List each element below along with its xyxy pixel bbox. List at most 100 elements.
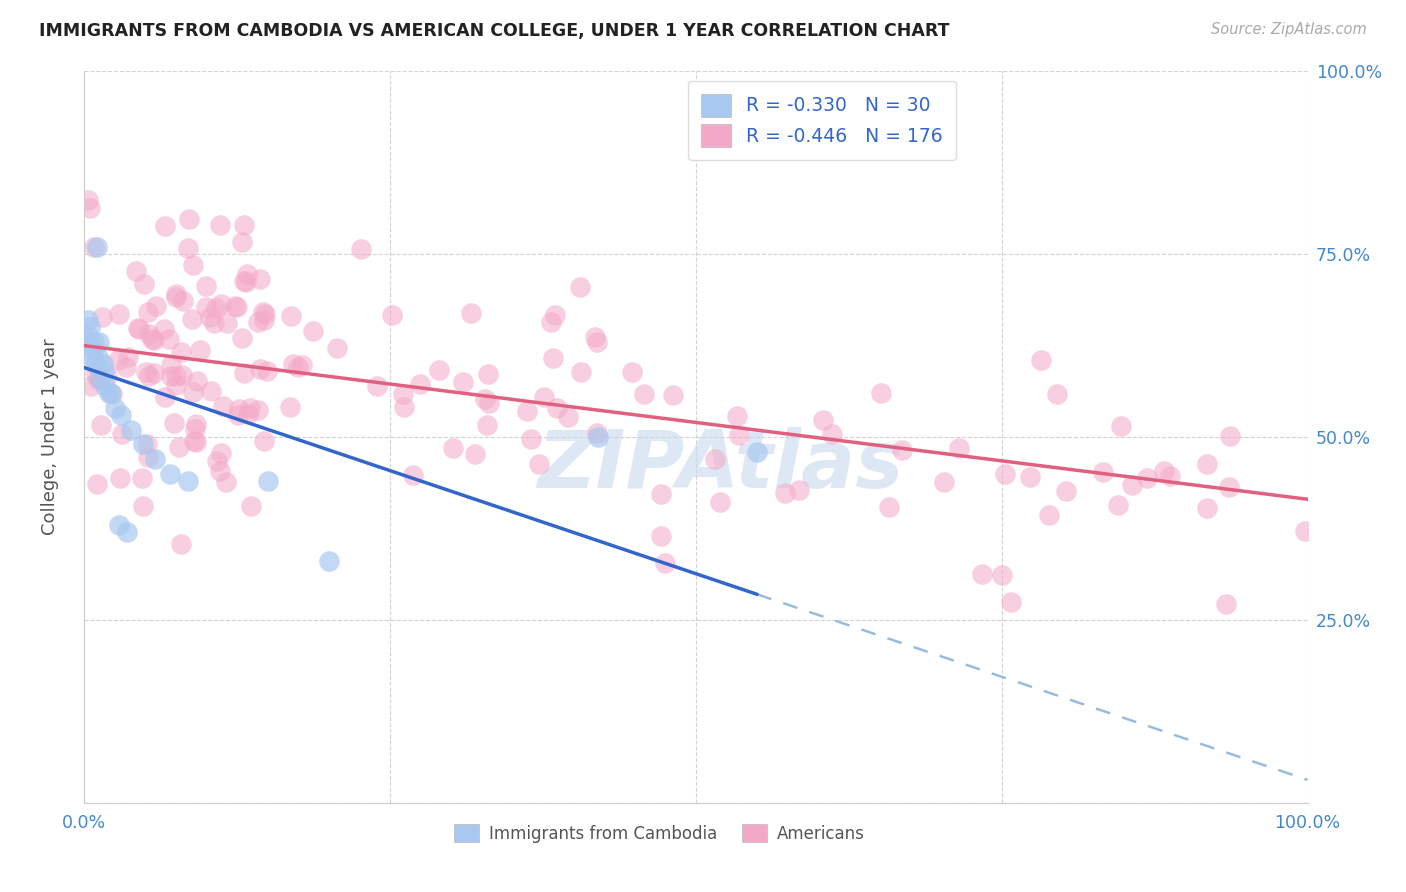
Point bbox=[87, 334, 110, 349]
Point bbox=[209, 446, 232, 460]
Point bbox=[195, 301, 218, 315]
Point bbox=[1159, 469, 1181, 483]
Point bbox=[111, 427, 134, 442]
Point bbox=[1091, 465, 1114, 479]
Point bbox=[1121, 478, 1143, 492]
Point bbox=[586, 334, 609, 349]
Point bbox=[136, 305, 159, 319]
Point bbox=[811, 412, 834, 426]
Point bbox=[366, 379, 388, 393]
Point bbox=[138, 450, 160, 465]
Point bbox=[235, 275, 257, 289]
Point bbox=[89, 371, 111, 385]
Point bbox=[621, 365, 644, 379]
Point bbox=[232, 366, 254, 380]
Point bbox=[165, 368, 187, 383]
Point bbox=[90, 310, 112, 325]
Point bbox=[1197, 457, 1219, 471]
Point bbox=[96, 369, 118, 384]
Point bbox=[1046, 387, 1069, 401]
Point bbox=[138, 326, 160, 341]
Point bbox=[441, 441, 464, 455]
Point bbox=[1107, 498, 1129, 512]
Point bbox=[1219, 429, 1241, 443]
Point bbox=[991, 568, 1014, 582]
Point bbox=[569, 280, 592, 294]
Point bbox=[544, 309, 567, 323]
Point bbox=[1109, 418, 1132, 433]
Point bbox=[79, 202, 101, 216]
Point bbox=[100, 386, 122, 401]
Point bbox=[77, 334, 100, 349]
Point bbox=[132, 277, 155, 291]
Point bbox=[226, 300, 249, 314]
Point bbox=[586, 430, 609, 444]
Point bbox=[170, 345, 193, 359]
Point bbox=[80, 343, 103, 357]
Point bbox=[1197, 501, 1219, 516]
Point bbox=[239, 401, 262, 415]
Point bbox=[583, 329, 606, 343]
Point bbox=[165, 377, 187, 392]
Point bbox=[202, 316, 225, 330]
Point bbox=[291, 358, 314, 372]
Text: Source: ZipAtlas.com: Source: ZipAtlas.com bbox=[1211, 22, 1367, 37]
Point bbox=[186, 375, 208, 389]
Point bbox=[224, 299, 246, 313]
Point bbox=[181, 258, 204, 272]
Point bbox=[184, 417, 207, 431]
Text: ZIPAtlas: ZIPAtlas bbox=[537, 427, 904, 506]
Point bbox=[252, 305, 274, 319]
Point bbox=[972, 567, 994, 582]
Point bbox=[238, 407, 260, 421]
Point bbox=[179, 212, 201, 227]
Point bbox=[94, 379, 117, 393]
Point bbox=[87, 371, 110, 385]
Point bbox=[100, 387, 122, 401]
Point bbox=[160, 359, 183, 373]
Point bbox=[83, 334, 105, 349]
Point bbox=[585, 425, 607, 440]
Point bbox=[821, 427, 844, 442]
Point bbox=[170, 368, 193, 383]
Point bbox=[427, 363, 450, 377]
Point bbox=[155, 390, 177, 404]
Point bbox=[253, 434, 276, 449]
Point bbox=[247, 403, 270, 417]
Point bbox=[77, 193, 100, 207]
Point bbox=[650, 529, 672, 543]
Point bbox=[533, 391, 555, 405]
Point bbox=[516, 404, 538, 418]
Point bbox=[117, 350, 139, 364]
Point bbox=[215, 316, 238, 330]
Point bbox=[256, 363, 278, 377]
Point bbox=[80, 378, 103, 392]
Point bbox=[477, 368, 499, 382]
Point bbox=[543, 351, 565, 365]
Point bbox=[477, 417, 499, 432]
Point bbox=[184, 435, 207, 450]
Point bbox=[200, 384, 222, 398]
Point bbox=[132, 437, 155, 451]
Point bbox=[120, 423, 142, 437]
Point bbox=[231, 235, 253, 249]
Point bbox=[789, 483, 811, 498]
Point bbox=[520, 432, 543, 446]
Point bbox=[177, 241, 200, 255]
Point bbox=[280, 309, 302, 323]
Point bbox=[128, 322, 150, 336]
Point bbox=[86, 476, 108, 491]
Point bbox=[167, 440, 190, 454]
Point bbox=[460, 306, 482, 320]
Point bbox=[131, 471, 153, 485]
Point bbox=[569, 365, 592, 379]
Point bbox=[165, 286, 187, 301]
Point bbox=[208, 464, 231, 478]
Point bbox=[709, 494, 731, 508]
Point bbox=[257, 474, 280, 488]
Point bbox=[142, 333, 165, 347]
Point bbox=[249, 362, 271, 376]
Point bbox=[233, 274, 256, 288]
Legend: Immigrants from Cambodia, Americans: Immigrants from Cambodia, Americans bbox=[447, 818, 872, 849]
Point bbox=[138, 369, 160, 384]
